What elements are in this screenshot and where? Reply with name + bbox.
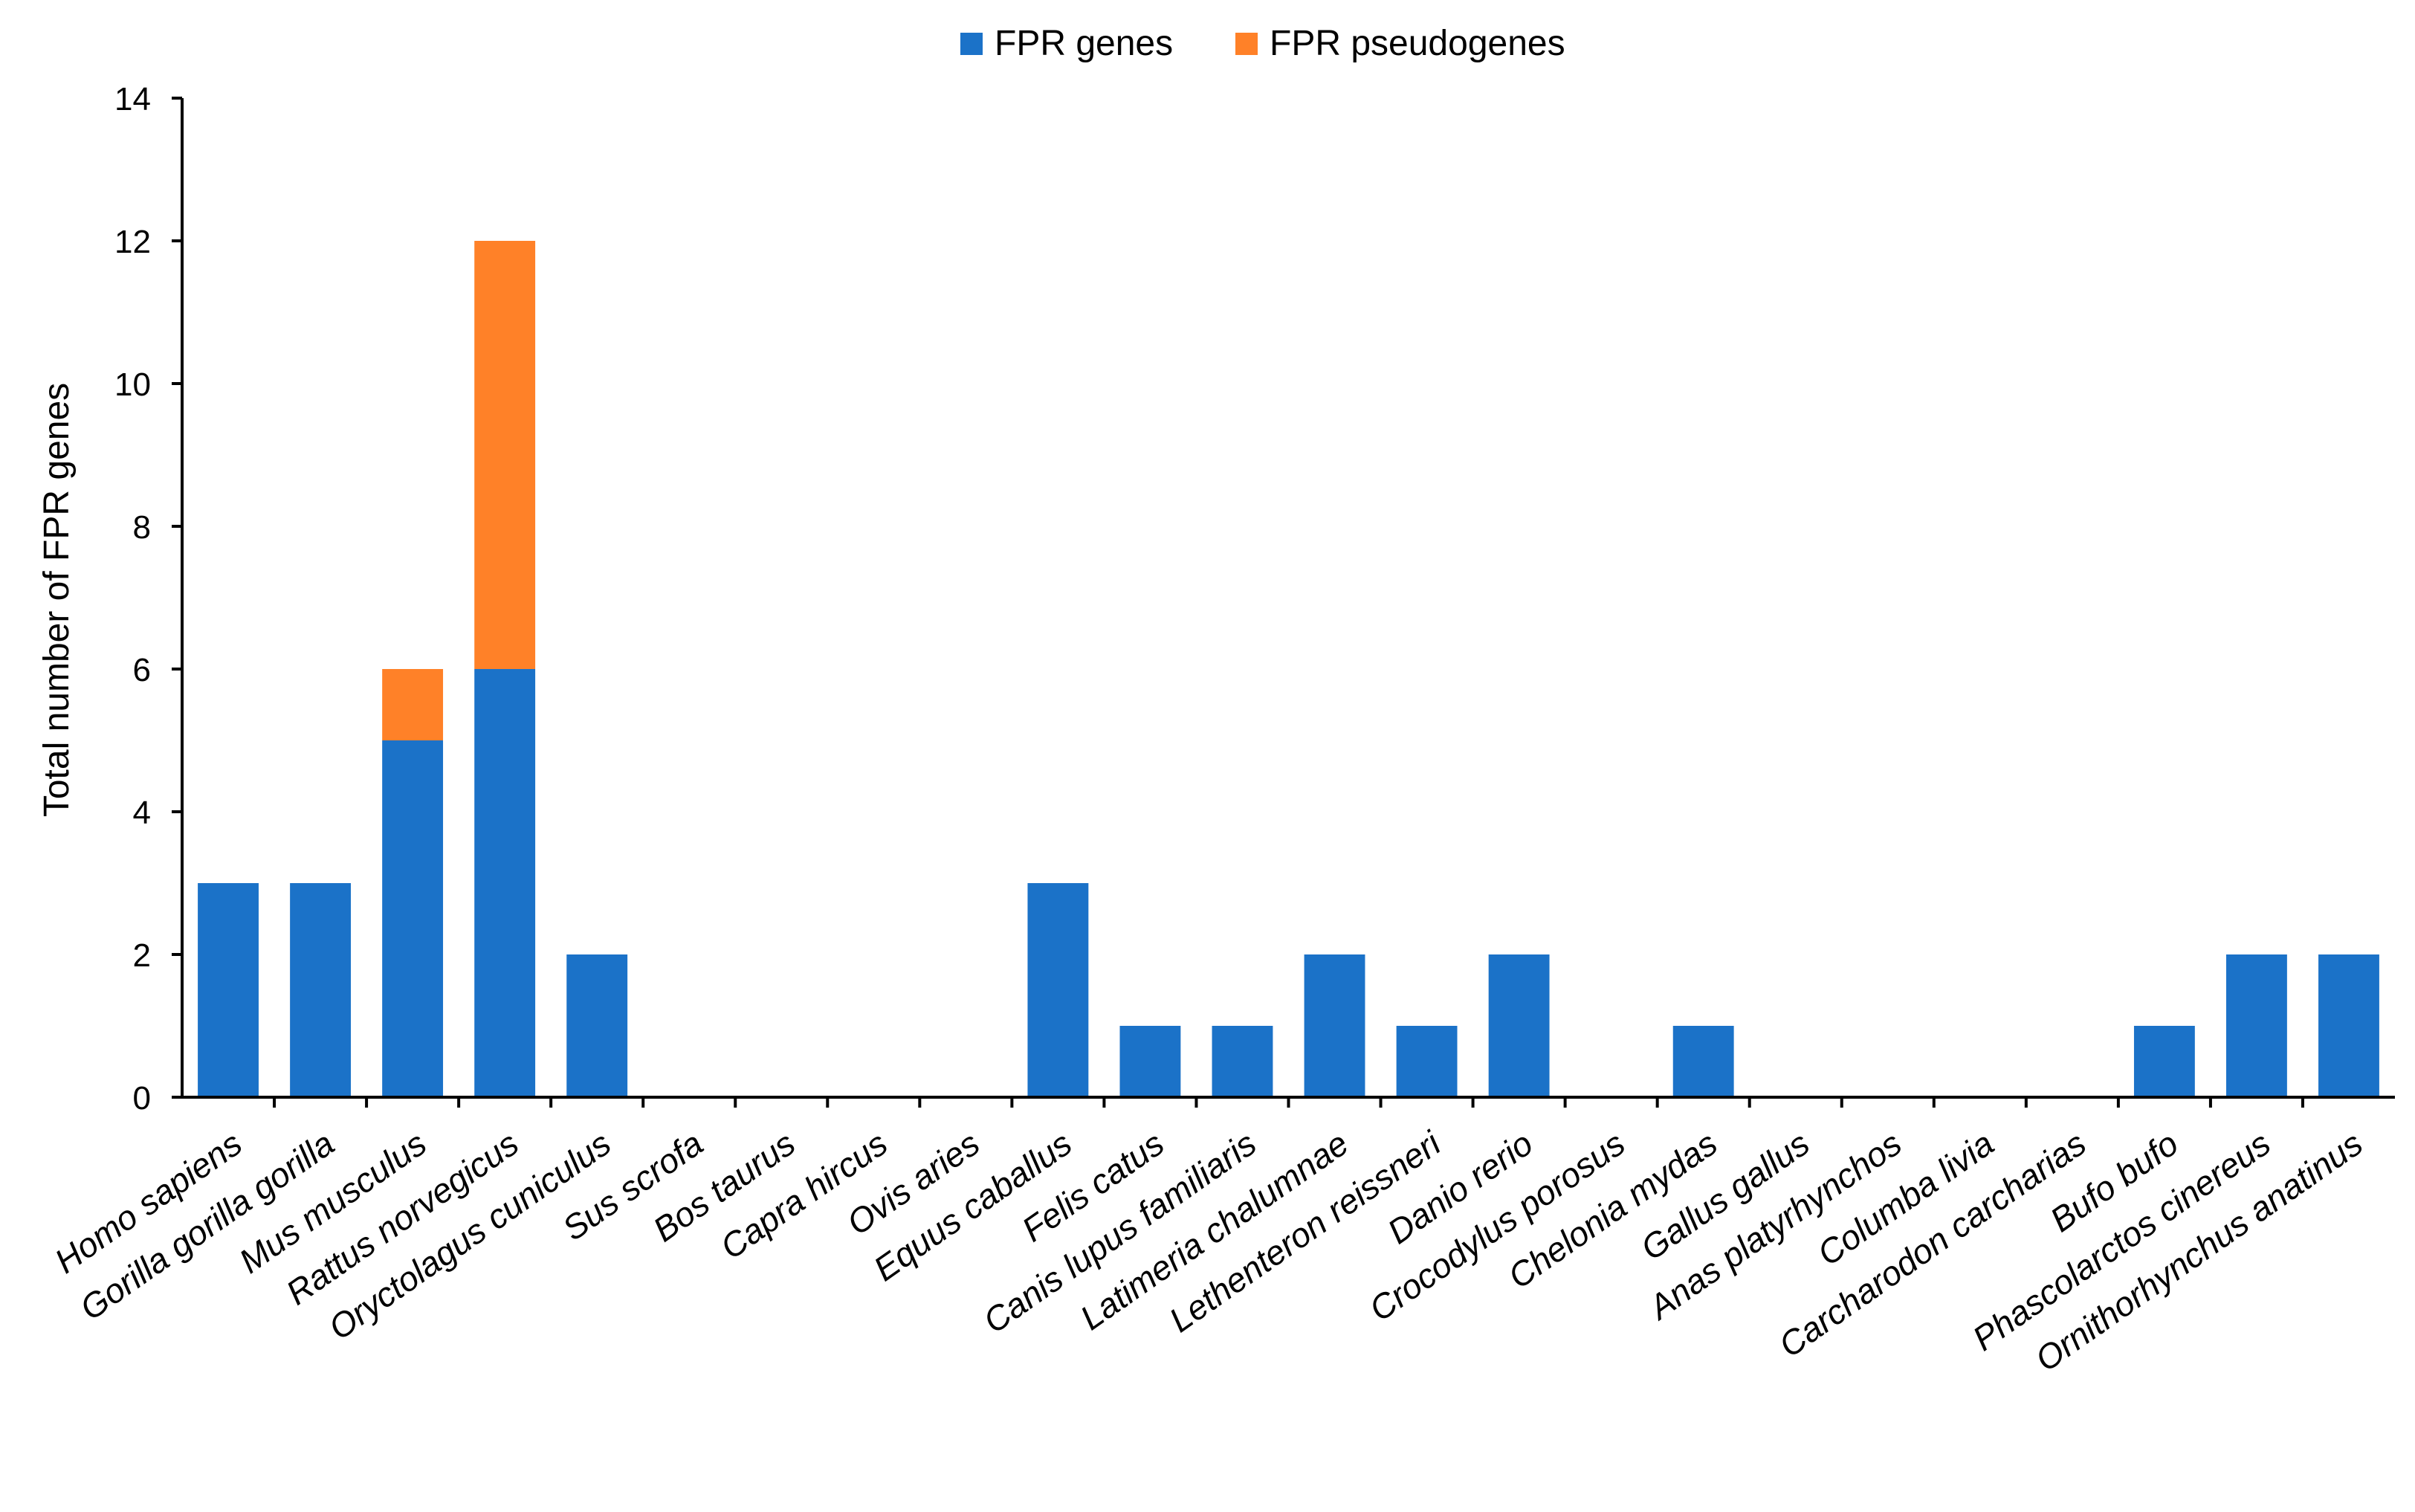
legend: FPR genes FPR pseudogenes xyxy=(960,24,1565,63)
bar-fpr-pseudogenes-mus-musculus xyxy=(382,669,444,740)
bar-fpr-genes-danio-rerio xyxy=(1488,954,1550,1097)
bar-fpr-genes-rattus-norvegicus xyxy=(474,669,536,1097)
bar-fpr-genes-bufo-bufo xyxy=(2133,1026,2195,1097)
bar-fpr-genes-homo-sapiens xyxy=(198,883,259,1097)
bar-fpr-genes-mus-musculus xyxy=(382,740,444,1097)
bar-fpr-genes-canis-lupus-familiaris xyxy=(1212,1026,1273,1097)
legend-label-fpr-genes: FPR genes xyxy=(995,24,1173,63)
y-ticks: 0 2 4 6 8 10 12 14 xyxy=(114,81,182,1117)
y-tick-label-2: 2 xyxy=(133,937,151,974)
bar-fpr-pseudogenes-rattus-norvegicus xyxy=(474,241,536,669)
bar-fpr-genes-chelonia-mydas xyxy=(1672,1026,1734,1097)
bar-fpr-genes-equus-caballus xyxy=(1027,883,1089,1097)
bar-fpr-genes-gorilla-gorilla-gorilla xyxy=(290,883,351,1097)
y-tick-label-6: 6 xyxy=(133,652,151,688)
bars xyxy=(198,241,2379,1097)
bar-fpr-genes-phascolarctos-cinereus xyxy=(2226,954,2287,1097)
y-tick-label-4: 4 xyxy=(133,795,151,831)
legend-label-fpr-pseudogenes: FPR pseudogenes xyxy=(1270,24,1565,63)
y-axis-title: Total number of FPR genes xyxy=(37,383,77,817)
bar-fpr-genes-felis-catus xyxy=(1119,1026,1181,1097)
axes xyxy=(181,98,2395,1108)
legend-swatch-fpr-genes xyxy=(960,33,983,55)
bar-fpr-genes-oryctolagus-cuniculus xyxy=(566,954,628,1097)
bar-fpr-genes-lethenteron-reissneri xyxy=(1396,1026,1458,1097)
y-tick-label-14: 14 xyxy=(114,81,151,117)
bar-fpr-genes-ornithorhynchus-anatinus xyxy=(2318,954,2379,1097)
y-tick-label-8: 8 xyxy=(133,509,151,546)
y-tick-label-12: 12 xyxy=(114,224,151,260)
y-tick-label-10: 10 xyxy=(114,366,151,403)
y-tick-label-0: 0 xyxy=(133,1080,151,1117)
legend-swatch-fpr-pseudogenes xyxy=(1235,33,1258,55)
bar-fpr-genes-latimeria-chalumnae xyxy=(1304,954,1365,1097)
